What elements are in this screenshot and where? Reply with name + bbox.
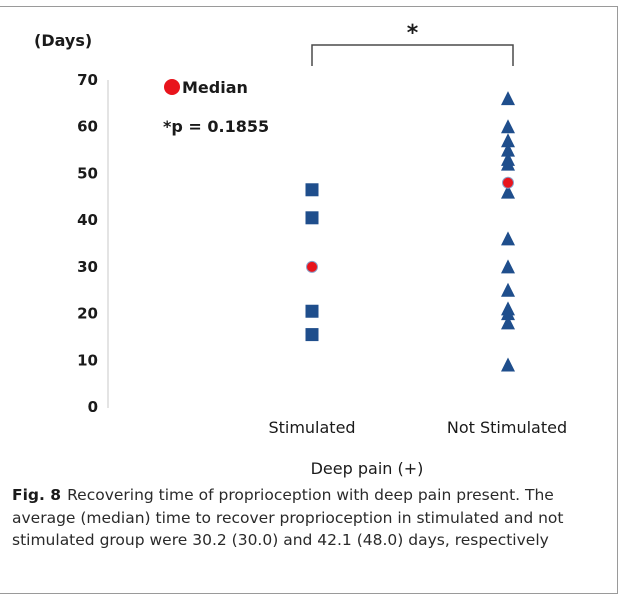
figure-caption: Fig. 8 Recovering time of proprioception … [12,484,612,552]
caption-label: Fig. 8 [12,486,62,504]
data-point-square [305,183,319,197]
y-tick-label: 20 [77,305,98,323]
y-axis-label: (Days) [34,31,92,50]
p-value-annotation: *p = 0.1855 [163,117,269,136]
significance-bracket: * [311,21,514,66]
data-point-triangle [501,282,515,297]
median-points [306,176,514,273]
x-category-label: Stimulated [268,418,355,437]
bracket-line [311,44,514,66]
data-point-triangle [501,184,515,199]
data-point-triangle [501,142,515,157]
data-point-triangle [501,315,515,330]
y-axis-ticks: 0 10 20 30 40 50 60 70 [77,71,98,416]
significance-star: * [407,21,419,46]
caption-box [0,478,618,594]
x-axis-label: Deep pain (+) [311,459,424,478]
data-point-square [305,304,319,318]
y-tick-label: 30 [77,258,98,276]
data-point-triangle [501,119,515,134]
data-point-triangle [501,133,515,148]
scatter-chart: (Days) 0 10 20 30 40 50 60 70 * Stimulated Not S… [34,21,567,478]
data-points [305,91,515,372]
data-point-triangle [501,259,515,274]
x-category-label: Not Stimulated [447,418,567,437]
caption-text: Recovering time of proprioception with d… [12,486,564,549]
median-marker [306,260,318,273]
y-tick-label: 60 [77,118,98,136]
figure-frame [0,6,618,594]
data-point-square [305,211,319,225]
data-point-triangle [501,231,515,246]
x-axis-categories: Stimulated Not Stimulated [268,418,567,437]
data-point-triangle [501,156,515,171]
legend-median-label: Median [182,78,248,97]
y-tick-label: 40 [77,211,98,229]
data-point-triangle [501,306,515,321]
legend-median-marker [164,79,180,95]
y-tick-label: 10 [77,351,98,369]
y-tick-label: 0 [88,398,98,416]
median-marker [502,176,514,189]
data-point-square [305,328,319,342]
y-tick-label: 50 [77,164,98,182]
data-point-triangle [501,357,515,372]
data-point-triangle [501,91,515,106]
y-tick-label: 70 [77,71,98,89]
